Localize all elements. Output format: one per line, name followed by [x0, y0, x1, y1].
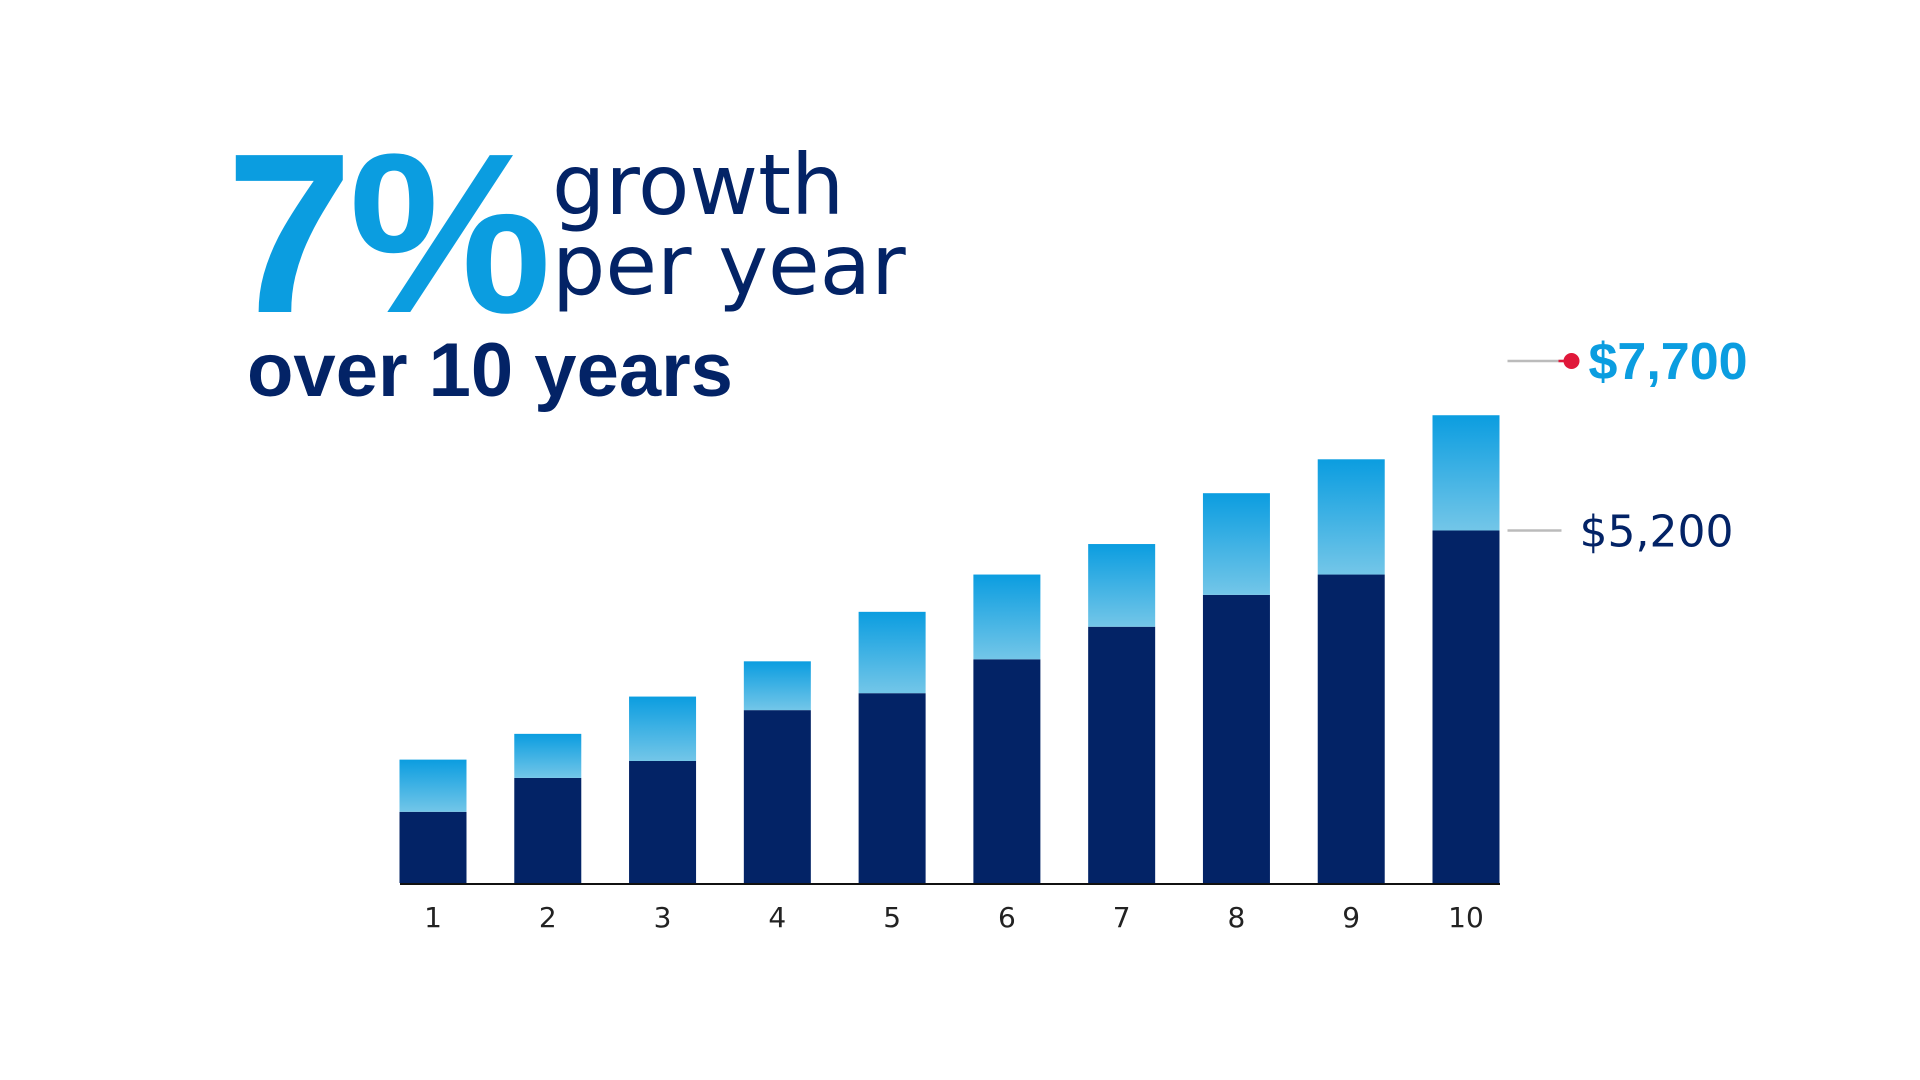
x-tick-label-6: 6 — [998, 901, 1016, 934]
x-tick-labels: 1 2 3 4 5 6 7 8 9 10 — [424, 901, 1484, 934]
bars-group — [399, 415, 1500, 883]
bar-base-2 — [514, 777, 582, 883]
bar-growth-7 — [1088, 544, 1156, 627]
x-tick-label-8: 8 — [1228, 901, 1246, 934]
bar-growth-10 — [1432, 415, 1500, 531]
bar-base-6 — [973, 659, 1041, 883]
x-tick-label-9: 9 — [1342, 901, 1360, 934]
bar-base-5 — [858, 693, 926, 883]
bar-growth-5 — [858, 611, 926, 694]
bar-base-10 — [1432, 530, 1500, 883]
growth-label-line-1: growth — [552, 136, 845, 234]
bar-base-1 — [399, 811, 467, 883]
callout-label-1: $5,200 — [1580, 506, 1734, 557]
growth-label-line-2: per year — [552, 216, 906, 314]
bar-growth-3 — [629, 696, 697, 761]
growth-label: growth per year — [552, 136, 906, 314]
bar-growth-8 — [1202, 493, 1270, 595]
x-tick-label-2: 2 — [539, 901, 557, 934]
bar-growth-2 — [514, 733, 582, 778]
growth-percent: 7% — [226, 107, 552, 361]
bar-base-9 — [1317, 574, 1385, 883]
bar-base-8 — [1202, 594, 1270, 883]
period-label: over 10 years — [247, 328, 733, 413]
x-tick-label-5: 5 — [883, 901, 901, 934]
x-tick-label-4: 4 — [768, 901, 786, 934]
bar-base-7 — [1088, 626, 1156, 883]
callout-label-0: $7,700 — [1589, 333, 1748, 391]
bar-base-4 — [743, 710, 811, 883]
x-tick-label-1: 1 — [424, 901, 442, 934]
value-callouts: $7,700 $5,200 — [1507, 333, 1748, 557]
bar-base-3 — [629, 760, 697, 883]
x-tick-label-3: 3 — [654, 901, 672, 934]
bar-growth-1 — [399, 759, 467, 812]
bar-growth-9 — [1317, 459, 1385, 575]
x-tick-label-10: 10 — [1448, 901, 1484, 934]
bar-growth-4 — [743, 661, 811, 711]
x-tick-label-7: 7 — [1113, 901, 1131, 934]
bar-growth-6 — [973, 574, 1041, 660]
